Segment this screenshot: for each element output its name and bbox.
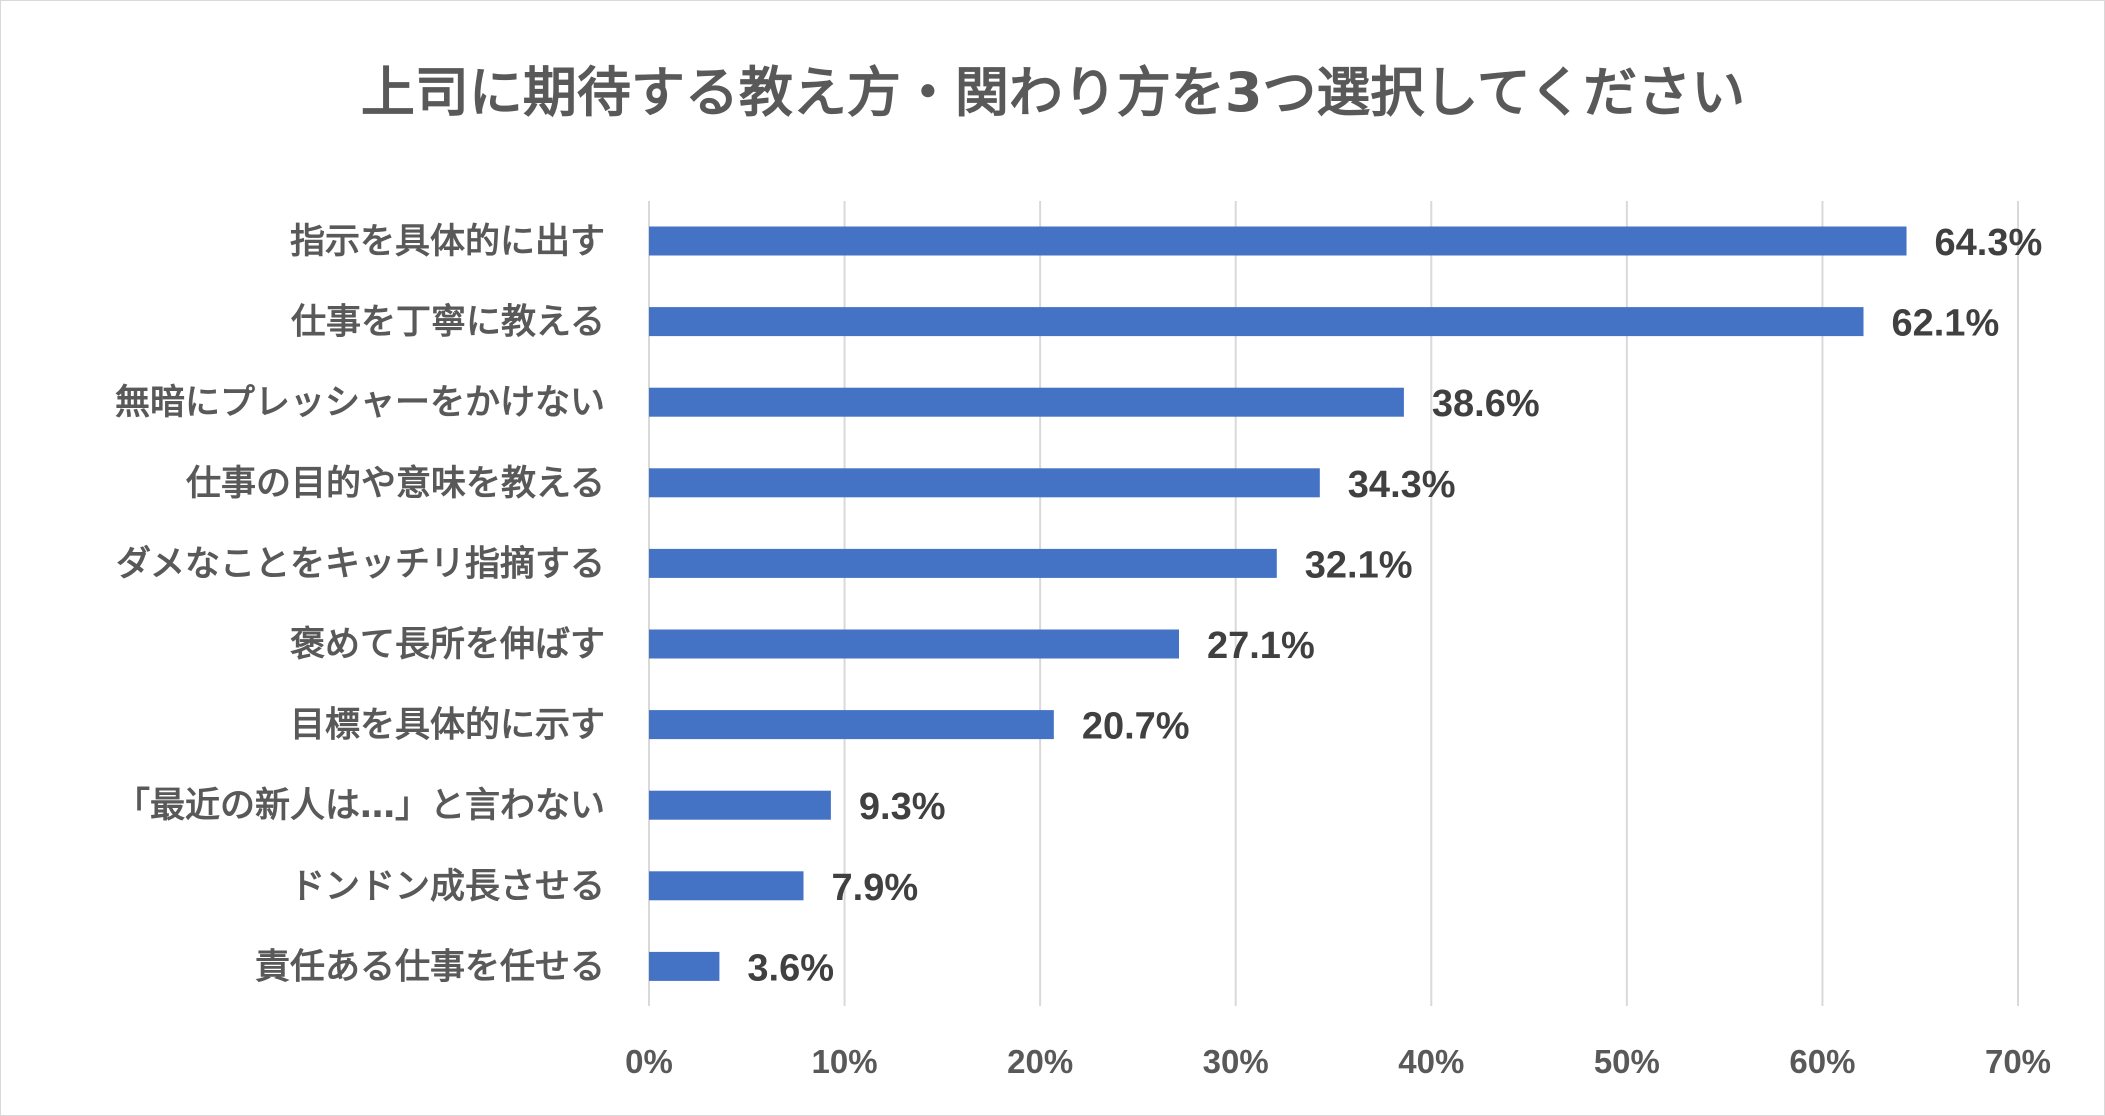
category-label: 仕事の目的や意味を教える	[186, 464, 605, 504]
data-label: 32.1%	[1305, 544, 1413, 586]
category-label: 仕事を丁寧に教える	[291, 302, 605, 343]
data-label: 62.1%	[1891, 303, 1999, 345]
category-labels: 指示を具体的に出す仕事を丁寧に教える無暗にプレッシャーをかけない仕事の目的や意味…	[115, 222, 605, 987]
bar	[649, 871, 804, 901]
bar	[649, 790, 831, 820]
bar	[649, 951, 720, 981]
data-label: 27.1%	[1207, 625, 1315, 667]
x-axis-ticks: 0% 10% 20% 30% 40% 50% 60% 70%	[625, 1043, 2051, 1080]
chart-title: 上司に期待する教え方・関わり方を3つ選択してください	[361, 61, 1745, 124]
bar	[649, 307, 1864, 337]
x-tick-label: 70%	[1985, 1043, 2051, 1080]
x-tick-label: 0%	[625, 1043, 673, 1080]
data-label: 20.7%	[1082, 706, 1190, 748]
category-label: 褒めて長所を伸ばす	[290, 625, 605, 665]
data-label: 64.3%	[1935, 222, 2043, 264]
bar	[649, 629, 1179, 659]
x-tick-label: 60%	[1789, 1043, 1855, 1080]
data-label: 7.9%	[832, 867, 919, 909]
data-label: 3.6%	[747, 947, 834, 989]
x-tick-label: 20%	[1007, 1043, 1073, 1080]
bar	[649, 387, 1404, 417]
data-labels: 64.3% 62.1% 38.6% 34.3% 32.1% 27.1% 20.7% 9.3% 7…	[747, 222, 2042, 989]
bar	[649, 710, 1054, 740]
bar	[649, 226, 1907, 256]
x-tick-label: 10%	[812, 1043, 878, 1080]
category-label: 無暗にプレッシャーをかけない	[115, 383, 605, 423]
data-label: 38.6%	[1432, 383, 1540, 425]
category-label: 目標を具体的に示す	[290, 706, 605, 746]
category-label: 指示を具体的に出す	[290, 222, 605, 262]
x-tick-label: 40%	[1398, 1043, 1464, 1080]
x-tick-label: 50%	[1594, 1043, 1660, 1080]
data-label: 9.3%	[859, 786, 946, 828]
x-tick-label: 30%	[1203, 1043, 1269, 1080]
category-label: ドンドン成長させる	[290, 867, 605, 907]
bar	[649, 468, 1320, 498]
category-label: ダメなことをキッチリ指摘する	[116, 544, 605, 584]
bar	[649, 548, 1277, 578]
category-label: 責任ある仕事を任せる	[255, 947, 605, 987]
data-label: 34.3%	[1348, 464, 1456, 506]
category-label: 「最近の新人は…」と言わない	[115, 786, 605, 826]
bars	[649, 226, 1907, 981]
